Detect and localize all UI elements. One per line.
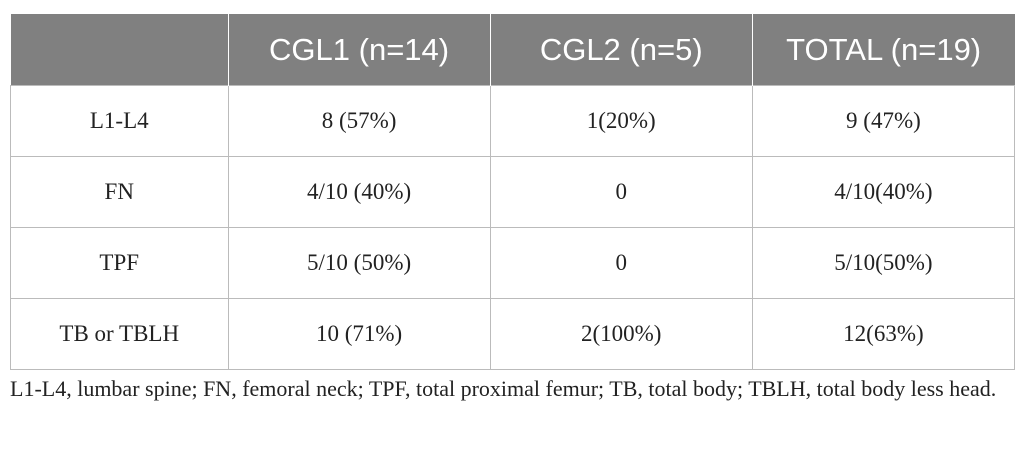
header-cell: [10, 14, 228, 86]
footnote: L1-L4, lumbar spine; FN, femoral neck; T…: [10, 376, 997, 401]
table-cell: 0: [489, 156, 753, 228]
header-row: CGL1 (n=14) CGL2 (n=5) TOTAL (n=19): [10, 14, 1015, 86]
table-row: TPF 5/10 (50%) 0 5/10(50%): [10, 227, 1016, 299]
table-row: L1-L4 8 (57%) 1(20%) 9 (47%): [10, 85, 1016, 157]
table-cell: 0: [489, 227, 753, 299]
table-cell: 4/10(40%): [751, 156, 1016, 228]
table-cell: 2(100%): [489, 298, 753, 370]
data-table: CGL1 (n=14) CGL2 (n=5) TOTAL (n=19) L1-L4 8 …: [10, 14, 1016, 370]
table-cell: 5/10(50%): [751, 227, 1016, 299]
table-cell: 12(63%): [751, 298, 1016, 370]
table-cell: 10 (71%): [227, 298, 491, 370]
table-cell: 5/10 (50%): [227, 227, 491, 299]
table-row: FN 4/10 (40%) 0 4/10(40%): [10, 156, 1016, 228]
table-cell: FN: [10, 156, 229, 228]
table-cell: 8 (57%): [227, 85, 491, 157]
table-cell: TB or TBLH: [10, 298, 229, 370]
header-cell: CGL1 (n=14): [227, 14, 491, 86]
table-cell: 1(20%): [489, 85, 753, 157]
table-cell: TPF: [10, 227, 229, 299]
header-cell: TOTAL (n=19): [751, 14, 1015, 86]
table-row: TB or TBLH 10 (71%) 2(100%) 12(63%): [10, 298, 1016, 370]
table-cell: L1-L4: [10, 85, 229, 157]
table-cell: 4/10 (40%): [227, 156, 491, 228]
table-cell: 9 (47%): [751, 85, 1016, 157]
header-cell: CGL2 (n=5): [489, 14, 753, 86]
